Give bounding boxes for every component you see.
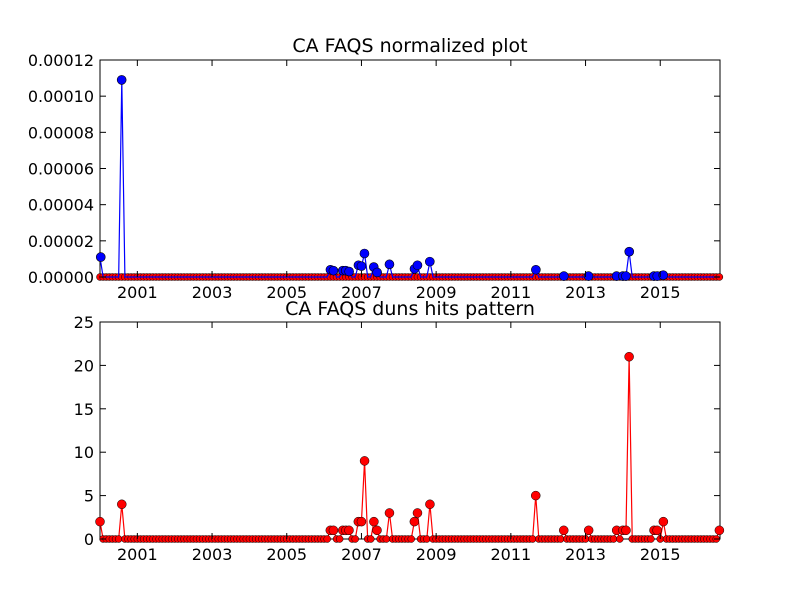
data-point bbox=[323, 535, 331, 543]
y-tick-label: 5 bbox=[84, 487, 94, 506]
x-tick-label: 2015 bbox=[640, 283, 681, 302]
data-point bbox=[658, 516, 669, 527]
duns-hits-plot-y-axis: 0 5 10 15 20 25 bbox=[74, 313, 720, 549]
normalized-plot-y-axis: 0.00000 0.00002 0.00004 0.00006 0.00008 0.000… bbox=[28, 51, 720, 287]
x-tick-label: 2009 bbox=[416, 545, 457, 564]
y-tick-label: 0.00004 bbox=[28, 196, 94, 215]
normalized-plot: CA FAQS normalized plot 0.000000.000020.… bbox=[28, 35, 724, 302]
x-tick-label: 2001 bbox=[117, 545, 158, 564]
data-point bbox=[344, 525, 354, 536]
data-point bbox=[114, 535, 123, 543]
data-point bbox=[658, 270, 669, 280]
data-point bbox=[583, 525, 594, 536]
y-tick-label: 10 bbox=[74, 443, 94, 462]
data-point bbox=[530, 490, 541, 501]
y-tick-label: 20 bbox=[74, 356, 94, 375]
x-tick-label: 2005 bbox=[266, 283, 307, 302]
data-point bbox=[559, 271, 569, 281]
data-point bbox=[559, 525, 569, 536]
x-tick-label: 2015 bbox=[640, 545, 681, 564]
data-point bbox=[621, 271, 631, 281]
duns-hits-plot-x-axis: 2001 2003 2005 2007 2009 2011 2013 2015 bbox=[117, 322, 681, 564]
data-point bbox=[556, 535, 565, 543]
data-point bbox=[714, 525, 725, 536]
x-tick-label: 2003 bbox=[192, 283, 233, 302]
normalized-plot-x-axis: 2001 2003 2005 2007 2009 2011 2013 2015 bbox=[117, 60, 681, 302]
x-tick-label: 2001 bbox=[117, 283, 158, 302]
data-point bbox=[412, 508, 423, 518]
data-point bbox=[384, 508, 395, 518]
data-point bbox=[423, 535, 431, 543]
x-tick-label: 2007 bbox=[341, 283, 382, 302]
data-point bbox=[369, 516, 379, 527]
data-point bbox=[424, 256, 435, 267]
data-point bbox=[328, 265, 339, 276]
data-point bbox=[372, 525, 382, 536]
data-point bbox=[116, 75, 127, 85]
data-point bbox=[328, 525, 339, 536]
data-point bbox=[616, 535, 624, 543]
data-point bbox=[652, 525, 662, 536]
data-point bbox=[609, 535, 618, 543]
y-tick-label: 0.00006 bbox=[28, 160, 94, 179]
data-point bbox=[647, 535, 655, 543]
duns-hits-plot: CA FAQS duns hits pattern 0 5 10 15 20 25 200… bbox=[74, 298, 725, 564]
y-tick-label: 0.00008 bbox=[28, 123, 94, 142]
normalized-plot-title: CA FAQS normalized plot bbox=[292, 35, 527, 57]
x-tick-label: 2005 bbox=[266, 545, 307, 564]
duns-hits-plot-series bbox=[95, 351, 725, 543]
data-point bbox=[621, 525, 631, 536]
data-point bbox=[407, 535, 415, 543]
normalized-plot-series bbox=[95, 75, 720, 281]
data-point bbox=[344, 266, 354, 277]
data-point bbox=[531, 264, 541, 275]
data-point bbox=[367, 535, 375, 543]
x-tick-label: 2011 bbox=[490, 545, 531, 564]
data-point bbox=[624, 246, 635, 257]
duns-hits-plot-title: CA FAQS duns hits pattern bbox=[285, 298, 535, 320]
data-point bbox=[356, 261, 367, 271]
data-point bbox=[359, 456, 370, 466]
data-point bbox=[425, 499, 435, 510]
data-point bbox=[384, 259, 395, 270]
data-point bbox=[335, 535, 344, 543]
data-point bbox=[351, 535, 359, 543]
x-tick-label: 2003 bbox=[192, 545, 233, 564]
x-tick-label: 2013 bbox=[565, 545, 606, 564]
x-tick-label: 2013 bbox=[565, 283, 606, 302]
data-point bbox=[117, 499, 127, 510]
data-point bbox=[359, 248, 370, 259]
data-point bbox=[412, 260, 423, 271]
y-tick-label: 0.00002 bbox=[28, 232, 94, 251]
data-point bbox=[356, 516, 367, 527]
y-tick-label: 25 bbox=[74, 313, 94, 332]
data-point bbox=[409, 516, 420, 527]
y-tick-label: 0.00010 bbox=[28, 87, 94, 106]
x-tick-label: 2011 bbox=[490, 283, 531, 302]
y-tick-label: 0 bbox=[84, 530, 94, 549]
data-point bbox=[382, 535, 391, 543]
data-point bbox=[583, 271, 594, 281]
data-point bbox=[372, 267, 382, 278]
data-point bbox=[95, 252, 106, 262]
data-point bbox=[528, 535, 537, 543]
x-tick-label: 2009 bbox=[416, 283, 457, 302]
x-tick-label: 2007 bbox=[341, 545, 382, 564]
data-point bbox=[624, 351, 634, 362]
y-tick-label: 0.00000 bbox=[28, 268, 94, 287]
data-point bbox=[95, 516, 105, 527]
y-tick-label: 15 bbox=[74, 400, 94, 419]
y-tick-label: 0.00012 bbox=[28, 51, 94, 70]
